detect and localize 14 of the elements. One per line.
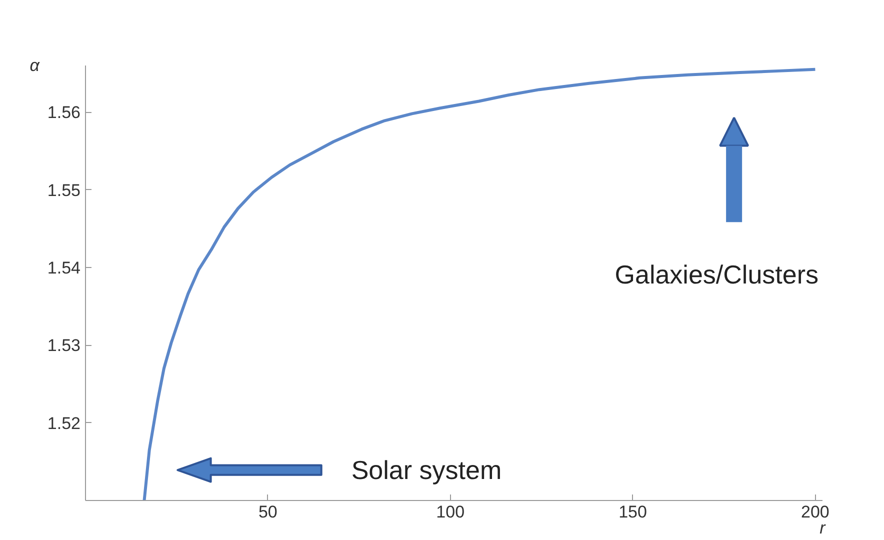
x-tick-label: 150 xyxy=(618,502,647,522)
y-tick-label: 1.54 xyxy=(47,258,81,278)
x-tick-label: 50 xyxy=(258,502,278,522)
y-tick-label: 1.52 xyxy=(47,414,81,433)
x-tick-label: 200 xyxy=(801,502,830,522)
x-axis-title: r xyxy=(820,518,827,538)
x-tick-label: 100 xyxy=(436,502,465,522)
annotation: Solar system xyxy=(351,455,502,486)
y-axis-title: α xyxy=(30,56,41,75)
line-series xyxy=(142,68,817,500)
y-tick-label: 1.55 xyxy=(47,180,81,200)
y-tick-label: 1.53 xyxy=(47,336,81,356)
annotation: Galaxies/Clusters xyxy=(614,259,818,290)
y-tick-label: 1.56 xyxy=(47,103,81,122)
